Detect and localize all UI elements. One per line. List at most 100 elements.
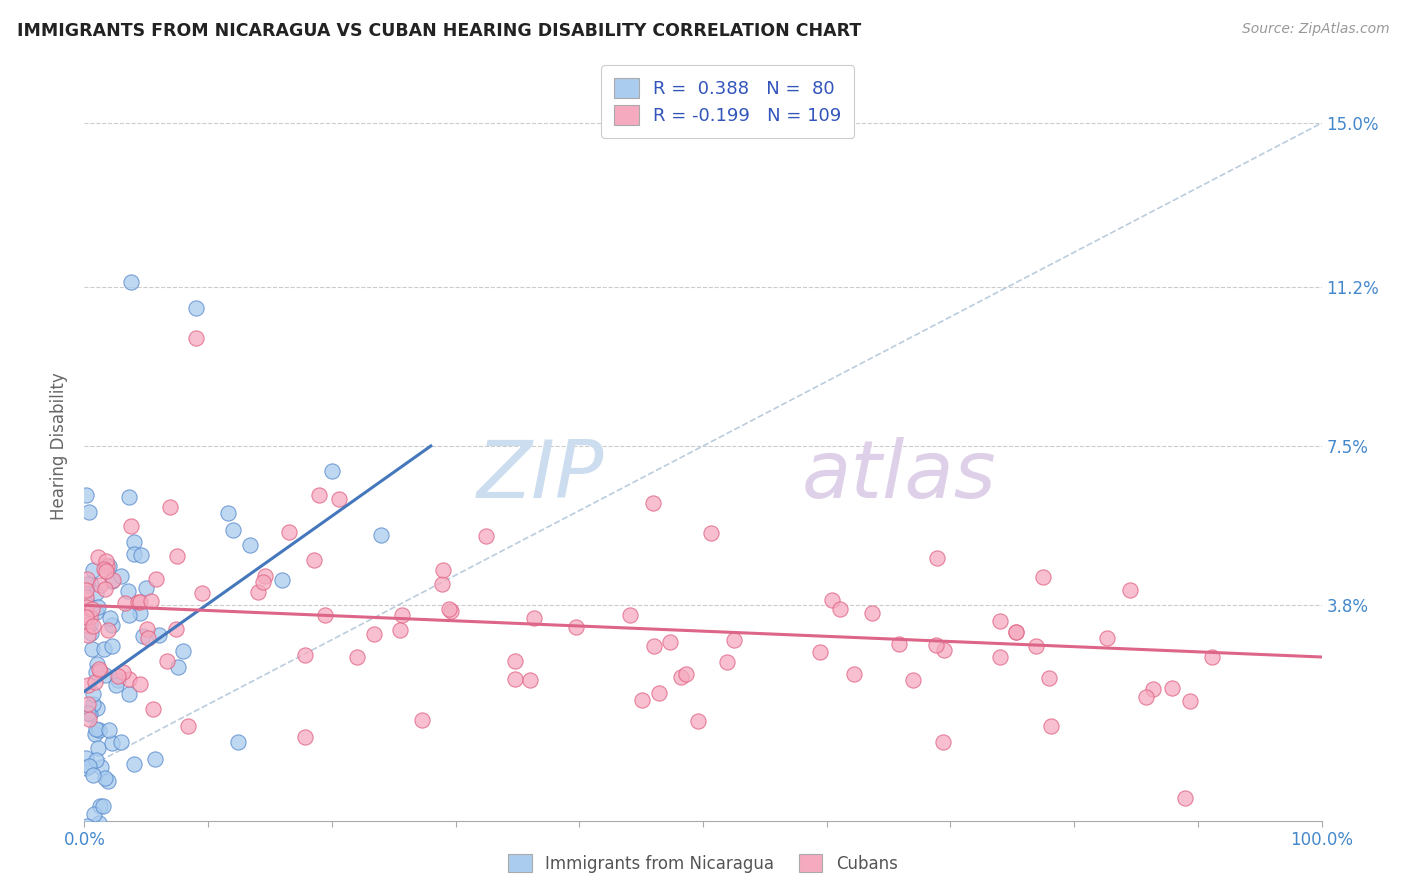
Text: ZIP: ZIP [477,437,605,515]
Text: IMMIGRANTS FROM NICARAGUA VS CUBAN HEARING DISABILITY CORRELATION CHART: IMMIGRANTS FROM NICARAGUA VS CUBAN HEARI… [17,22,860,40]
Point [217,506,239,520]
Point [716,655,738,669]
Point [76,572,98,586]
Point [388,624,411,638]
Point [166,660,188,674]
Point [94,772,117,786]
Point [648,686,671,700]
Point [842,666,865,681]
Point [82,767,104,781]
Point [565,620,588,634]
Point [80,626,103,640]
Point [505,672,527,686]
Point [80,601,103,615]
Point [391,608,413,623]
Point [932,643,955,657]
Point [927,551,949,566]
Point [75,591,97,605]
Point [294,730,316,744]
Point [860,606,883,620]
Point [100,574,122,589]
Point [302,553,325,567]
Point [84,674,107,689]
Point [136,622,159,636]
Point [94,582,117,596]
Point [82,619,104,633]
Point [122,547,145,561]
Point [136,631,159,645]
Point [1174,791,1197,805]
Point [129,548,152,562]
Point [127,594,149,608]
Point [699,526,721,541]
Point [76,577,98,591]
Point [76,678,98,692]
Point [86,701,108,715]
Point [619,607,641,622]
Point [117,584,139,599]
Point [86,821,108,835]
Point [328,492,350,507]
Point [75,488,97,502]
Point [114,596,136,610]
Point [184,301,207,316]
Point [932,734,955,748]
Point [503,654,526,668]
Point [107,673,129,687]
Point [430,577,453,591]
Point [79,610,101,624]
Point [77,829,100,843]
Point [94,564,117,578]
Point [120,276,142,290]
Point [83,807,105,822]
Point [87,662,110,676]
Point [118,607,141,622]
Text: Source: ZipAtlas.com: Source: ZipAtlas.com [1241,22,1389,37]
Point [86,585,108,599]
Point [76,819,98,833]
Point [75,762,97,776]
Point [172,644,194,658]
Point [1201,649,1223,664]
Point [1039,719,1062,733]
Point [1097,632,1119,646]
Point [87,815,110,830]
Point [134,581,156,595]
Point [120,519,142,533]
Point [75,600,97,615]
Legend: R =  0.388   N =  80, R = -0.199   N = 109: R = 0.388 N = 80, R = -0.199 N = 109 [602,65,855,137]
Point [159,500,181,515]
Point [1142,681,1164,696]
Point [686,714,709,728]
Point [475,529,498,543]
Point [988,614,1011,628]
Point [1032,569,1054,583]
Point [675,667,697,681]
Point [411,713,433,727]
Point [432,563,454,577]
Point [76,628,98,642]
Point [363,627,385,641]
Point [77,505,100,519]
Point [84,665,107,680]
Point [643,640,665,654]
Point [294,648,316,663]
Point [129,677,152,691]
Point [145,572,167,586]
Point [110,735,132,749]
Point [228,735,250,749]
Point [523,610,546,624]
Point [97,773,120,788]
Point [86,657,108,672]
Point [148,628,170,642]
Point [177,718,200,732]
Point [101,736,124,750]
Legend: Immigrants from Nicaragua, Cubans: Immigrants from Nicaragua, Cubans [502,847,904,880]
Point [107,669,129,683]
Point [112,665,135,679]
Point [222,523,245,537]
Point [437,602,460,616]
Point [671,670,693,684]
Point [77,759,100,773]
Point [143,752,166,766]
